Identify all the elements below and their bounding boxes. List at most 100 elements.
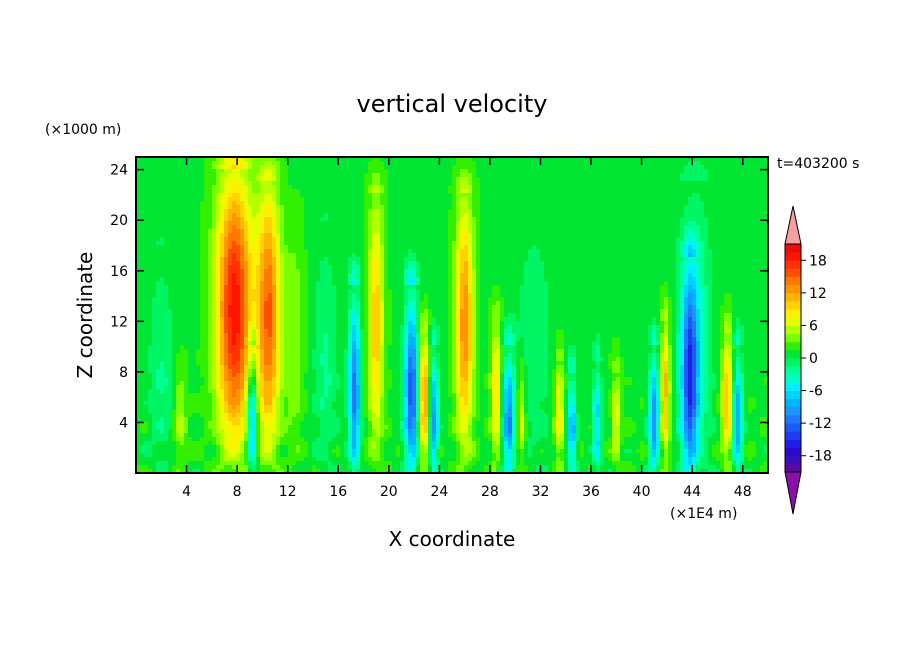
heatmap-cell: [632, 185, 637, 190]
heatmap-cell: [536, 273, 541, 278]
heatmap-cell: [680, 201, 685, 206]
heatmap-cell: [236, 257, 241, 262]
heatmap-cell: [256, 261, 261, 266]
heatmap-cell: [216, 225, 221, 230]
heatmap-cell: [412, 225, 417, 230]
heatmap-cell: [300, 221, 305, 226]
heatmap-cell: [172, 221, 177, 226]
heatmap-cell: [440, 201, 445, 206]
heatmap-cell: [244, 213, 249, 218]
heatmap-cell: [368, 249, 373, 254]
heatmap-cell: [232, 197, 237, 202]
heatmap-cell: [368, 161, 373, 166]
heatmap-cell: [592, 169, 597, 174]
heatmap-cell: [436, 241, 441, 246]
heatmap-cell: [760, 233, 765, 238]
heatmap-cell: [256, 249, 261, 254]
heatmap-cell: [512, 221, 517, 226]
heatmap-cell: [136, 241, 141, 246]
heatmap-cell: [648, 237, 653, 242]
heatmap-cell: [388, 209, 393, 214]
heatmap-cell: [504, 177, 509, 182]
heatmap-cell: [508, 181, 513, 186]
heatmap-cell: [764, 221, 769, 226]
heatmap-cell: [248, 253, 253, 258]
heatmap-cell: [572, 169, 577, 174]
heatmap-cell: [500, 265, 505, 270]
heatmap-cell: [604, 157, 609, 162]
heatmap-cell: [396, 241, 401, 246]
heatmap-cell: [740, 253, 745, 258]
heatmap-cell: [332, 237, 337, 242]
heatmap-cell: [624, 253, 629, 258]
heatmap-cell: [220, 189, 225, 194]
heatmap-cell: [628, 181, 633, 186]
heatmap-cell: [592, 161, 597, 166]
heatmap-cell: [580, 277, 585, 282]
heatmap-cell: [728, 185, 733, 190]
heatmap-cell: [760, 261, 765, 266]
heatmap-cell: [764, 257, 769, 262]
heatmap-cell: [432, 229, 437, 234]
heatmap-cell: [340, 265, 345, 270]
heatmap-cell: [240, 237, 245, 242]
heatmap-cell: [432, 237, 437, 242]
heatmap-cell: [308, 201, 313, 206]
heatmap-cell: [252, 221, 257, 226]
heatmap-cell: [524, 177, 529, 182]
heatmap-cell: [748, 225, 753, 230]
heatmap-cell: [504, 281, 509, 286]
heatmap-cell: [592, 157, 597, 162]
heatmap-cell: [484, 225, 489, 230]
heatmap-cell: [480, 185, 485, 190]
heatmap-cell: [668, 229, 673, 234]
heatmap-cell: [536, 269, 541, 274]
heatmap-cell: [424, 225, 429, 230]
heatmap-cell: [732, 189, 737, 194]
heatmap-cell: [436, 197, 441, 202]
heatmap-cell: [360, 249, 365, 254]
heatmap-cell: [288, 185, 293, 190]
heatmap-cell: [268, 189, 273, 194]
heatmap-cell: [396, 233, 401, 238]
heatmap-cell: [540, 233, 545, 238]
heatmap-cell: [304, 197, 309, 202]
heatmap-cell: [328, 281, 333, 286]
heatmap-cell: [484, 261, 489, 266]
heatmap-cell: [152, 265, 157, 270]
heatmap-cell: [296, 269, 301, 274]
heatmap-cell: [460, 165, 465, 170]
heatmap-cell: [748, 221, 753, 226]
heatmap-cell: [192, 233, 197, 238]
heatmap-cell: [444, 173, 449, 178]
heatmap-cell: [188, 221, 193, 226]
heatmap-cell: [220, 181, 225, 186]
heatmap-cell: [140, 273, 145, 278]
heatmap-cell: [528, 261, 533, 266]
heatmap-cell: [568, 193, 573, 198]
heatmap-cell: [580, 157, 585, 162]
heatmap-cell: [556, 233, 561, 238]
heatmap-cell: [680, 165, 685, 170]
heatmap-cell: [396, 217, 401, 222]
heatmap-cell: [464, 185, 469, 190]
heatmap-cell: [408, 249, 413, 254]
heatmap-cell: [496, 249, 501, 254]
heatmap-cell: [684, 241, 689, 246]
heatmap-cell: [600, 253, 605, 258]
heatmap-cell: [372, 177, 377, 182]
heatmap-cell: [396, 277, 401, 282]
heatmap-cell: [280, 189, 285, 194]
heatmap-cell: [684, 193, 689, 198]
heatmap-cell: [636, 233, 641, 238]
heatmap-cell: [268, 185, 273, 190]
heatmap-cell: [468, 197, 473, 202]
heatmap-cell: [656, 245, 661, 250]
heatmap-cell: [476, 233, 481, 238]
heatmap-cell: [308, 253, 313, 258]
heatmap-cell: [220, 265, 225, 270]
heatmap-cell: [652, 245, 657, 250]
heatmap-cell: [680, 225, 685, 230]
heatmap-cell: [296, 233, 301, 238]
heatmap-cell: [172, 281, 177, 286]
